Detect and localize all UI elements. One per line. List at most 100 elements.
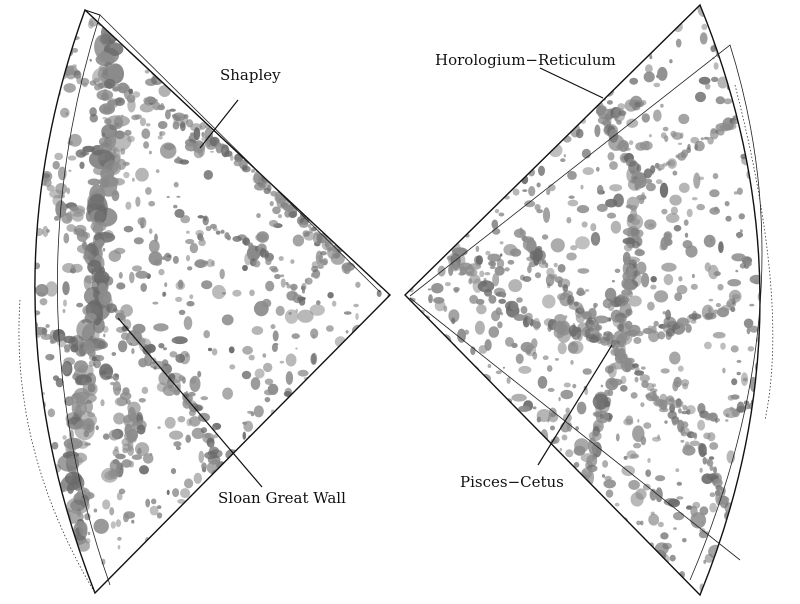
galaxy-density-blob (631, 241, 640, 249)
galaxy-density-blob (457, 328, 466, 343)
galaxy-density-blob (103, 160, 122, 176)
galaxy-density-blob (219, 515, 226, 526)
galaxy-density-blob (495, 425, 499, 430)
galaxy-density-blob (606, 212, 617, 219)
galaxy-density-blob (207, 595, 215, 601)
galaxy-density-blob (190, 518, 194, 521)
galaxy-density-blob (636, 194, 647, 201)
galaxy-density-blob (558, 397, 561, 402)
galaxy-density-blob (645, 64, 653, 74)
galaxy-density-blob (311, 265, 319, 273)
galaxy-density-blob (414, 595, 423, 600)
galaxy-density-blob (739, 229, 743, 233)
galaxy-density-blob (603, 400, 611, 408)
galaxy-density-blob (347, 178, 353, 185)
galaxy-density-blob (430, 342, 434, 346)
galaxy-density-blob (759, 266, 760, 274)
galaxy-density-blob (349, 130, 356, 145)
galaxy-density-blob (228, 137, 236, 144)
galaxy-density-blob (389, 0, 400, 5)
galaxy-density-blob (151, 498, 157, 505)
galaxy-density-blob (682, 538, 687, 543)
galaxy-density-blob (385, 311, 391, 319)
galaxy-density-blob (383, 437, 387, 443)
galaxy-density-blob (295, 576, 303, 584)
galaxy-density-blob (308, 173, 317, 182)
galaxy-density-blob (0, 552, 4, 562)
galaxy-density-blob (67, 155, 77, 161)
galaxy-density-blob (490, 88, 499, 100)
galaxy-density-blob (49, 49, 58, 57)
galaxy-density-blob (685, 323, 692, 333)
galaxy-density-blob (244, 10, 247, 14)
galaxy-density-blob (323, 595, 328, 600)
galaxy-density-blob (442, 399, 452, 407)
galaxy-density-blob (693, 432, 698, 440)
galaxy-density-blob (368, 384, 372, 388)
galaxy-density-blob (514, 152, 526, 163)
galaxy-density-blob (541, 503, 553, 514)
galaxy-density-blob (751, 40, 756, 45)
galaxy-density-blob (369, 542, 382, 554)
galaxy-density-blob (720, 342, 726, 350)
galaxy-density-blob (271, 541, 281, 555)
galaxy-density-blob (230, 135, 245, 145)
galaxy-density-blob (545, 262, 549, 269)
galaxy-density-blob (301, 412, 308, 421)
galaxy-density-blob (362, 395, 375, 408)
galaxy-density-blob (511, 431, 520, 439)
galaxy-density-blob (421, 196, 432, 203)
galaxy-density-blob (599, 413, 604, 419)
galaxy-density-blob (319, 415, 329, 426)
galaxy-density-blob (279, 507, 291, 521)
galaxy-density-blob (539, 443, 545, 449)
galaxy-density-blob (415, 226, 419, 229)
galaxy-density-blob (479, 166, 488, 174)
galaxy-density-blob (793, 493, 800, 501)
galaxy-density-blob (681, 421, 689, 429)
galaxy-density-blob (253, 301, 269, 317)
galaxy-density-blob (104, 42, 124, 57)
galaxy-density-blob (376, 289, 382, 297)
galaxy-density-blob (326, 325, 334, 332)
galaxy-density-blob (438, 163, 445, 174)
galaxy-density-blob (368, 72, 381, 83)
galaxy-density-blob (653, 109, 662, 122)
galaxy-density-blob (581, 221, 588, 228)
galaxy-density-blob (41, 327, 48, 335)
galaxy-density-blob (342, 195, 347, 199)
galaxy-density-blob (607, 302, 615, 312)
galaxy-density-blob (290, 259, 295, 264)
galaxy-density-blob (725, 215, 732, 222)
galaxy-density-blob (644, 140, 650, 151)
galaxy-density-blob (475, 255, 483, 265)
galaxy-density-blob (769, 498, 777, 510)
galaxy-density-blob (527, 316, 532, 325)
galaxy-density-blob (8, 170, 16, 176)
galaxy-density-blob (131, 454, 143, 461)
galaxy-density-blob (3, 423, 6, 427)
galaxy-density-blob (128, 88, 133, 95)
galaxy-density-blob (154, 596, 163, 600)
galaxy-density-blob (512, 451, 523, 459)
galaxy-density-blob (146, 48, 152, 55)
galaxy-density-blob (253, 260, 261, 268)
galaxy-density-blob (624, 44, 633, 56)
galaxy-density-blob (368, 73, 375, 86)
galaxy-density-blob (287, 407, 291, 412)
galaxy-density-blob (672, 380, 679, 392)
galaxy-density-blob (412, 358, 416, 362)
galaxy-density-blob (405, 397, 411, 409)
galaxy-density-blob (708, 264, 719, 280)
galaxy-density-blob (785, 258, 798, 270)
galaxy-density-blob (211, 260, 215, 267)
galaxy-density-blob (191, 427, 205, 439)
galaxy-density-blob (209, 555, 217, 564)
galaxy-density-blob (177, 416, 186, 423)
galaxy-density-blob (87, 259, 102, 275)
galaxy-density-blob (224, 514, 236, 528)
galaxy-density-blob (757, 578, 760, 584)
galaxy-density-blob (326, 587, 336, 593)
galaxy-density-blob (677, 365, 684, 372)
galaxy-density-blob (629, 77, 639, 85)
